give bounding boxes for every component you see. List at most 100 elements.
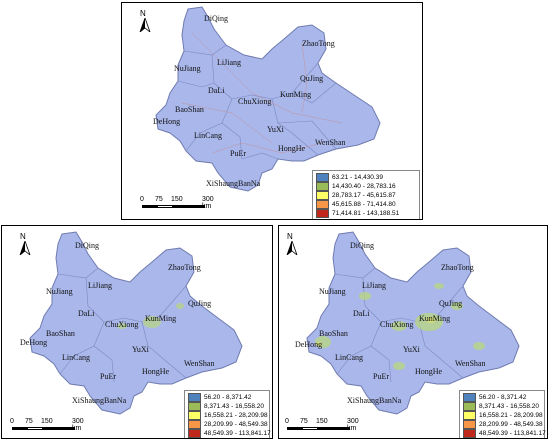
legend-item: 45,615.88 - 71,414.80 xyxy=(316,200,416,209)
city-label: DaLi xyxy=(208,86,225,95)
legend-swatch xyxy=(316,200,329,209)
legend-swatch xyxy=(463,393,476,402)
city-label: WenShan xyxy=(455,359,486,368)
map-panel-1: N DiQing ZhaoTong NuJiang LiJiang QuJing… xyxy=(121,2,423,220)
legend: 56.20 - 8,371.42 8,371.43 - 16,558.20 16… xyxy=(459,390,546,438)
city-label: ZhaoTong xyxy=(168,263,201,272)
city-label: BaoShan xyxy=(175,105,204,114)
legend-swatch xyxy=(316,173,329,182)
legend-swatch xyxy=(316,191,329,200)
scale-bar: 0 75 150 300 km xyxy=(140,196,220,212)
north-arrow-icon xyxy=(19,241,31,255)
city-label: LiJiang xyxy=(217,58,241,67)
legend-swatch xyxy=(188,411,201,420)
north-arrow: N xyxy=(138,9,152,32)
legend-swatch xyxy=(463,402,476,411)
north-label: N xyxy=(140,9,146,18)
legend-swatch xyxy=(463,411,476,420)
scale-tick: 0 xyxy=(285,418,289,425)
city-label: NuJiang xyxy=(174,64,201,73)
city-label: KunMing xyxy=(145,314,177,323)
city-label: DeHong xyxy=(295,340,323,349)
legend-item: 48,549.39 - 113,841.17 xyxy=(188,429,271,438)
city-label: KunMing xyxy=(280,90,312,99)
scale-tick: 150 xyxy=(41,418,53,425)
legend-swatch xyxy=(188,429,201,438)
north-arrow: N xyxy=(18,232,32,255)
legend-swatch xyxy=(188,420,201,429)
city-label: DeHong xyxy=(153,117,181,126)
scale-bar: 0 75 150 300 km xyxy=(10,418,92,434)
province-map xyxy=(155,6,381,192)
city-label: LiJiang xyxy=(88,281,112,290)
city-label: XiShaungBanNa xyxy=(347,396,402,405)
city-label: PuEr xyxy=(100,372,116,381)
city-label: QuJing xyxy=(439,299,463,308)
legend-item: 48,549.39 - 113,841.17 xyxy=(463,429,546,438)
city-label: YuXi xyxy=(132,345,149,354)
legend-swatch xyxy=(316,209,329,218)
legend-swatch xyxy=(463,420,476,429)
city-label: NuJiang xyxy=(46,287,73,296)
city-label: QuJing xyxy=(300,74,324,83)
city-label: KunMing xyxy=(419,314,451,323)
city-label: ChuXiong xyxy=(105,320,139,329)
province-map xyxy=(29,231,243,415)
scale-tick: 75 xyxy=(25,418,33,425)
city-label: PuEr xyxy=(230,149,246,158)
city-label: PuEr xyxy=(373,372,389,381)
city-label: LinCang xyxy=(62,353,90,362)
city-label: LinCang xyxy=(335,353,363,362)
legend-swatch xyxy=(463,429,476,438)
city-label: ChuXiong xyxy=(380,320,414,329)
city-label: YuXi xyxy=(267,125,284,134)
city-label: DiQing xyxy=(350,241,374,250)
legend-item: 16,558.21 - 28,209.98 xyxy=(188,411,268,420)
scale-tick: 0 xyxy=(10,418,14,425)
scale-tick: 300 km xyxy=(202,196,214,210)
legend-item: 16,558.21 - 28,209.98 xyxy=(463,411,543,420)
north-arrow-icon xyxy=(286,241,298,255)
scale-tick: 75 xyxy=(155,196,163,203)
scale-tick: 0 xyxy=(140,196,144,203)
scale-bar: 0 75 150 300 km xyxy=(285,418,367,434)
city-label: LinCang xyxy=(194,131,222,140)
city-label: ZhaoTong xyxy=(302,39,335,48)
legend-item: 8,371.43 - 16,558.20 xyxy=(188,402,266,411)
city-label: QuJing xyxy=(188,299,212,308)
scale-tick: 75 xyxy=(300,418,308,425)
city-label: HongHe xyxy=(142,367,170,376)
city-label: HongHe xyxy=(278,144,306,153)
legend-item: 8,371.43 - 16,558.20 xyxy=(463,402,541,411)
legend: 63.21 - 14,430.39 14,430.40 - 28,783.16 … xyxy=(312,170,420,219)
legend-swatch xyxy=(316,182,329,191)
city-label: DiQing xyxy=(75,241,99,250)
city-label: DaLi xyxy=(353,309,370,318)
legend: 56.20 - 8,371.42 8,371.43 - 16,558.20 16… xyxy=(184,390,271,438)
legend-item: 28,209.99 - 48,549.38 xyxy=(463,420,543,429)
city-label: XiShaungBanNa xyxy=(72,396,127,405)
legend-item: 14,430.40 - 28,783.16 xyxy=(316,182,416,191)
city-label: DeHong xyxy=(20,338,48,347)
city-label: YuXi xyxy=(403,345,420,354)
scale-tick: 150 xyxy=(171,196,183,203)
city-label: HongHe xyxy=(415,367,443,376)
legend-swatch xyxy=(188,393,201,402)
legend-item: 71,414.81 - 143,188.51 xyxy=(316,209,416,218)
legend-item: 56.20 - 8,371.42 xyxy=(463,393,541,402)
north-label: N xyxy=(20,232,26,241)
scale-tick: 150 xyxy=(316,418,328,425)
scale-tick: 300 km xyxy=(72,418,84,432)
city-label: DiQing xyxy=(204,14,228,23)
city-label: ChuXiong xyxy=(238,97,272,106)
city-label: LiJiang xyxy=(362,281,386,290)
province-map xyxy=(306,231,520,415)
scale-tick: 300 km xyxy=(347,418,359,432)
city-label: XiShaungBanNa xyxy=(206,179,261,188)
north-label: N xyxy=(287,232,293,241)
map-panel-2: N DiQing ZhaoTong NuJiang LiJiang QuJing… xyxy=(1,225,273,439)
city-label: WenShan xyxy=(315,138,346,147)
legend-item: 28,783.17 - 45,615.87 xyxy=(316,191,416,200)
legend-item: 28,209.99 - 48,549.38 xyxy=(188,420,268,429)
legend-swatch xyxy=(188,402,201,411)
